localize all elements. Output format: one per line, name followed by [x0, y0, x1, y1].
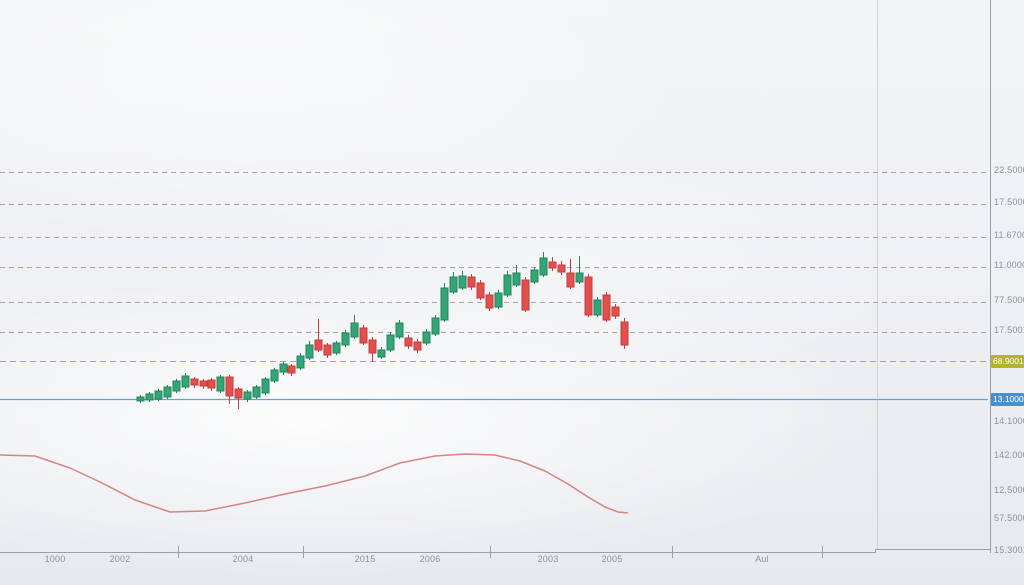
- time-axis-label: 2006: [419, 554, 441, 564]
- candle-body: [494, 292, 503, 308]
- candle-body: [279, 363, 288, 373]
- candle-body: [584, 276, 593, 316]
- candle-body: [243, 391, 252, 400]
- candle-body: [440, 287, 449, 321]
- time-axis-label: 2002: [109, 554, 131, 564]
- time-axis-label: Aul: [755, 554, 769, 564]
- candle-body: [548, 261, 557, 269]
- candle-body: [314, 339, 323, 351]
- candle-body: [225, 376, 234, 397]
- candle-body: [216, 376, 225, 392]
- candle-body: [145, 393, 154, 401]
- candle-body: [234, 388, 243, 399]
- candle-body: [350, 322, 359, 338]
- candle-body: [163, 386, 172, 398]
- candle-body: [557, 264, 566, 273]
- candle-body: [422, 331, 431, 344]
- candle-body: [476, 282, 485, 299]
- candle-body: [136, 396, 145, 402]
- candle-body: [512, 272, 521, 286]
- blue-price-tag: 13.1000: [991, 393, 1024, 406]
- candle-body: [359, 327, 368, 344]
- candle-body: [503, 274, 512, 296]
- candle-body: [395, 322, 404, 338]
- candle-body: [386, 334, 395, 351]
- time-axis-label: 2004: [232, 554, 254, 564]
- candle-body: [323, 344, 332, 356]
- candle-body: [296, 355, 305, 369]
- candle-body: [413, 341, 422, 351]
- candle-body: [261, 378, 270, 394]
- price-axis-label: 57.5000: [994, 513, 1024, 523]
- price-axis-label: 11.0000: [994, 260, 1024, 270]
- candle-body: [207, 379, 216, 389]
- candle-body: [611, 306, 620, 317]
- time-axis-label: 2015: [354, 554, 376, 564]
- price-axis-label: 22.5000: [994, 165, 1024, 175]
- olive-price-tag: 68.9001: [991, 355, 1024, 368]
- candle-body: [602, 294, 611, 321]
- candle-body: [305, 344, 314, 359]
- candle-body: [620, 321, 629, 346]
- time-axis-label: 2003: [537, 554, 559, 564]
- candle-body: [404, 337, 413, 347]
- candle-body: [252, 386, 261, 398]
- price-axis-label: 14.1000: [994, 416, 1024, 426]
- candle-body: [332, 342, 341, 354]
- candle-body: [458, 275, 467, 289]
- candle-body: [190, 378, 199, 386]
- candle-body: [377, 349, 386, 358]
- price-axis-label: 142.000: [994, 450, 1024, 460]
- candle-body: [566, 272, 575, 288]
- candle-body: [431, 317, 440, 335]
- candle-body: [199, 380, 208, 387]
- candle-body: [287, 365, 296, 374]
- price-axis-label: 12.5000: [994, 485, 1024, 495]
- candle-body: [449, 276, 458, 293]
- candle-body: [154, 390, 163, 400]
- candle-body: [593, 299, 602, 316]
- price-axis-label: 77.5000: [994, 295, 1024, 305]
- candle-body: [575, 272, 584, 283]
- candle-body: [539, 257, 548, 276]
- candle-body: [368, 339, 377, 354]
- candle-body: [467, 276, 476, 288]
- candle-body: [485, 294, 494, 309]
- price-axis-label: 17.5000: [994, 197, 1024, 207]
- candle-body: [172, 380, 181, 392]
- price-axis-label: 11.6700: [994, 230, 1024, 240]
- candle-body: [530, 269, 539, 283]
- time-axis-label: 1000: [44, 554, 66, 564]
- time-axis-line: [0, 549, 991, 553]
- candle-body: [341, 332, 350, 346]
- time-axis-label: 2005: [601, 554, 623, 564]
- candle-body: [270, 369, 279, 382]
- candle-body: [521, 279, 530, 311]
- ma-indicator-line: [0, 453, 629, 514]
- candle-body: [181, 375, 190, 388]
